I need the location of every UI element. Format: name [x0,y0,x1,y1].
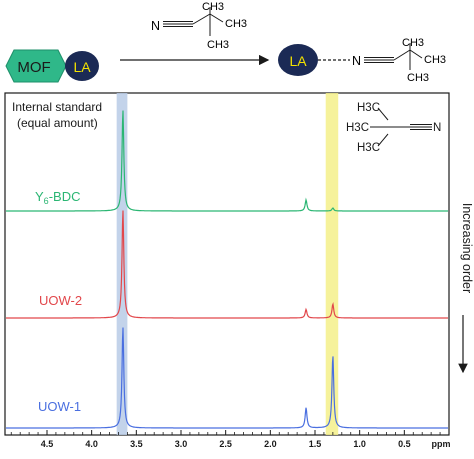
spectra-traces [6,110,448,429]
mof-label: MOF [17,59,50,76]
internal-standard-line2: (equal amount) [17,116,98,130]
mof-hexagon [5,49,67,83]
x-tick-label: 3.5 [130,439,143,449]
la-bound-ellipse [278,44,318,76]
x-tick-label: 1.5 [309,439,322,449]
la-label: LA [73,59,91,75]
y6-rest: -BDC [49,189,81,204]
spectrum-uow-1 [6,327,448,429]
x-tick-label: 2.0 [264,439,277,449]
x-tick-label: 1.0 [353,439,366,449]
x-tick-label: 4.5 [41,439,54,449]
highlight-bands [116,93,339,435]
spectrum-y6-bdc [6,110,448,212]
la-bound-label: LA [289,53,307,69]
inset-h3c-bottom: H3C [357,142,380,154]
y6-main: Y [35,189,44,204]
y6-sub: 6 [44,196,49,206]
inset-h3c-mid: H3C [346,122,369,134]
product-nitrile-n: N [352,54,361,68]
reagent-structure: N CH3 CH3 CH3 [151,1,247,51]
x-tick-label: 2.5 [219,439,232,449]
internal-standard-line1: Internal standard [12,100,102,114]
reagent-ch3-bottom: CH3 [207,39,229,51]
series-label-uow1: UOW-1 [38,399,81,414]
series-label-uow2: UOW-2 [39,293,82,308]
increasing-order-label: Increasing order [460,203,474,293]
reagent-ch3-right: CH3 [225,18,247,30]
product-structure: N CH3 CH3 CH3 [352,37,446,84]
tert-butyl-band [325,93,339,435]
product-ch3-bottom: CH3 [407,72,429,84]
inset-nitrile-n: N [433,122,441,134]
spectrum-uow-2 [6,210,448,319]
x-tick-label: 4.0 [85,439,98,449]
series-label-y6-bdc: Y6-BDC [35,189,80,206]
inset-h3c-top: H3C [357,102,380,114]
x-unit-label: ppm [432,439,451,449]
x-tick-label: 0.5 [398,439,411,449]
la-ellipse [65,51,99,81]
product-ch3-right: CH3 [424,54,446,66]
x-axis: 4.5 4.0 3.5 3.0 2.5 2.0 1.5 1.0 0.5 ppm [10,430,451,449]
reagent-ch3-top: CH3 [202,1,224,13]
product-ch3-top: CH3 [402,37,424,49]
structure-inset: H3C H3C H3C N [346,102,441,154]
x-tick-label: 3.0 [175,439,188,449]
reaction-scheme: MOF LA N CH3 CH3 CH3 LA N [5,1,446,84]
reagent-nitrile-n: N [151,19,160,33]
spectrum-panel: 4.5 4.0 3.5 3.0 2.5 2.0 1.5 1.0 0.5 ppm Internal … [4,92,474,449]
plot-frame [4,92,450,436]
